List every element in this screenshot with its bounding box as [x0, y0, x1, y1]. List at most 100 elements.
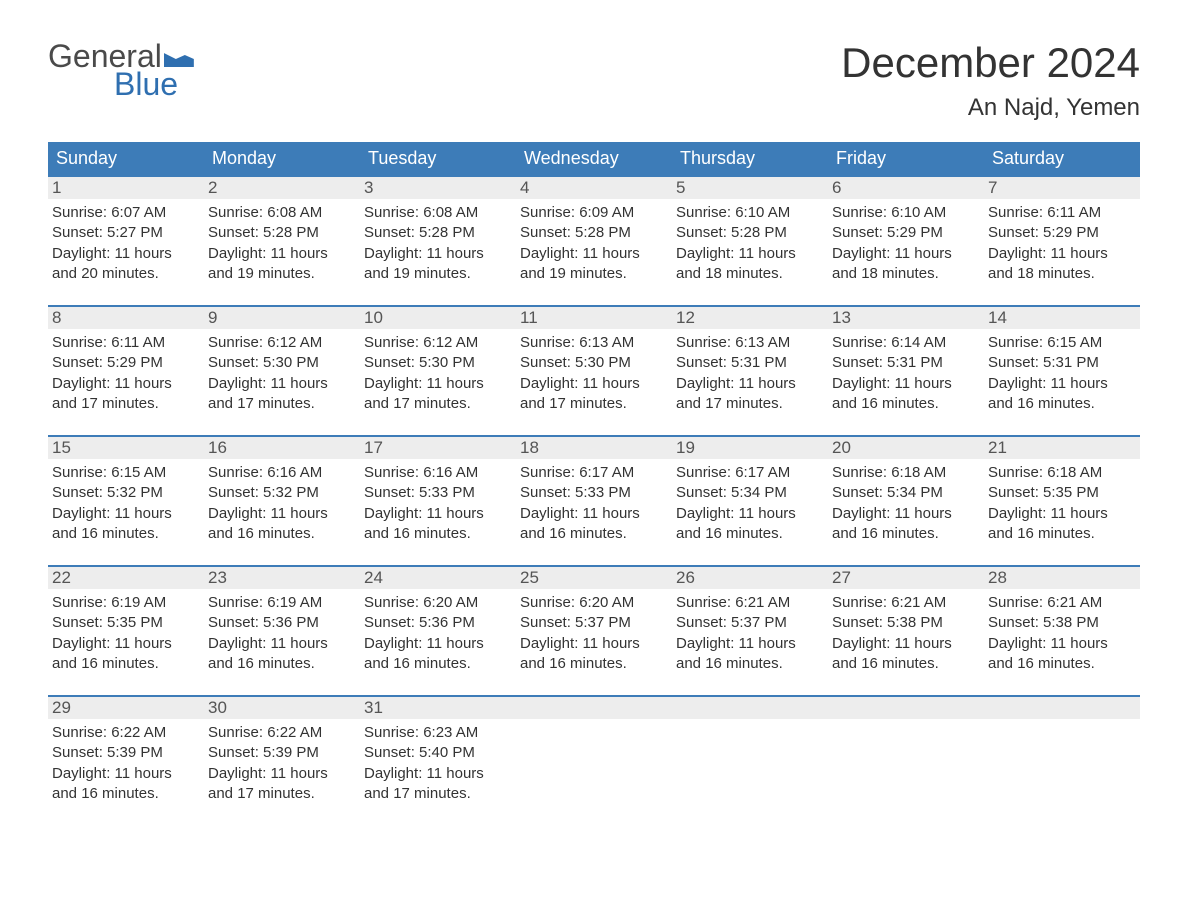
- day-details: Sunrise: 6:22 AMSunset: 5:39 PMDaylight:…: [204, 719, 360, 814]
- day-details: Sunrise: 6:10 AMSunset: 5:29 PMDaylight:…: [828, 199, 984, 294]
- day-details: Sunrise: 6:09 AMSunset: 5:28 PMDaylight:…: [516, 199, 672, 294]
- calendar-day: 28Sunrise: 6:21 AMSunset: 5:38 PMDayligh…: [984, 567, 1140, 687]
- calendar-day: 5Sunrise: 6:10 AMSunset: 5:28 PMDaylight…: [672, 177, 828, 297]
- sunset-line: Sunset: 5:32 PM: [52, 483, 200, 503]
- day-details: Sunrise: 6:13 AMSunset: 5:31 PMDaylight:…: [672, 329, 828, 424]
- daylight-line: Daylight: 11 hours and 18 minutes.: [676, 244, 824, 285]
- calendar-day: .: [828, 697, 984, 817]
- daylight-line: Daylight: 11 hours and 16 minutes.: [364, 504, 512, 545]
- sunset-line: Sunset: 5:30 PM: [520, 353, 668, 373]
- sunrise-line: Sunrise: 6:16 AM: [208, 463, 356, 483]
- day-of-week-header: SundayMondayTuesdayWednesdayThursdayFrid…: [48, 142, 1140, 175]
- calendar-day: 3Sunrise: 6:08 AMSunset: 5:28 PMDaylight…: [360, 177, 516, 297]
- sunset-line: Sunset: 5:28 PM: [208, 223, 356, 243]
- dow-cell: Saturday: [984, 142, 1140, 175]
- dow-cell: Thursday: [672, 142, 828, 175]
- day-details: Sunrise: 6:12 AMSunset: 5:30 PMDaylight:…: [204, 329, 360, 424]
- calendar-week: 29Sunrise: 6:22 AMSunset: 5:39 PMDayligh…: [48, 695, 1140, 817]
- day-number: 10: [360, 307, 516, 329]
- day-details: Sunrise: 6:19 AMSunset: 5:36 PMDaylight:…: [204, 589, 360, 684]
- calendar-day: 25Sunrise: 6:20 AMSunset: 5:37 PMDayligh…: [516, 567, 672, 687]
- day-details: Sunrise: 6:21 AMSunset: 5:38 PMDaylight:…: [828, 589, 984, 684]
- sunrise-line: Sunrise: 6:18 AM: [988, 463, 1136, 483]
- dow-cell: Monday: [204, 142, 360, 175]
- day-number: 1: [48, 177, 204, 199]
- sunset-line: Sunset: 5:37 PM: [676, 613, 824, 633]
- day-details: Sunrise: 6:12 AMSunset: 5:30 PMDaylight:…: [360, 329, 516, 424]
- calendar-day: 16Sunrise: 6:16 AMSunset: 5:32 PMDayligh…: [204, 437, 360, 557]
- sunset-line: Sunset: 5:29 PM: [832, 223, 980, 243]
- sunset-line: Sunset: 5:30 PM: [208, 353, 356, 373]
- calendar-day: .: [672, 697, 828, 817]
- calendar-day: .: [516, 697, 672, 817]
- calendar-day: 13Sunrise: 6:14 AMSunset: 5:31 PMDayligh…: [828, 307, 984, 427]
- daylight-line: Daylight: 11 hours and 16 minutes.: [832, 374, 980, 415]
- calendar-day: 4Sunrise: 6:09 AMSunset: 5:28 PMDaylight…: [516, 177, 672, 297]
- sunset-line: Sunset: 5:35 PM: [52, 613, 200, 633]
- day-details: Sunrise: 6:23 AMSunset: 5:40 PMDaylight:…: [360, 719, 516, 814]
- day-number: 22: [48, 567, 204, 589]
- calendar-day: 21Sunrise: 6:18 AMSunset: 5:35 PMDayligh…: [984, 437, 1140, 557]
- day-details: Sunrise: 6:19 AMSunset: 5:35 PMDaylight:…: [48, 589, 204, 684]
- calendar-day: 22Sunrise: 6:19 AMSunset: 5:35 PMDayligh…: [48, 567, 204, 687]
- day-number: 21: [984, 437, 1140, 459]
- sunrise-line: Sunrise: 6:07 AM: [52, 203, 200, 223]
- day-details: Sunrise: 6:20 AMSunset: 5:37 PMDaylight:…: [516, 589, 672, 684]
- dow-cell: Sunday: [48, 142, 204, 175]
- sunset-line: Sunset: 5:31 PM: [988, 353, 1136, 373]
- sunrise-line: Sunrise: 6:13 AM: [520, 333, 668, 353]
- brand-logo: General Blue: [48, 40, 194, 100]
- calendar-day: 1Sunrise: 6:07 AMSunset: 5:27 PMDaylight…: [48, 177, 204, 297]
- sunset-line: Sunset: 5:32 PM: [208, 483, 356, 503]
- day-details: Sunrise: 6:11 AMSunset: 5:29 PMDaylight:…: [984, 199, 1140, 294]
- day-details: Sunrise: 6:16 AMSunset: 5:33 PMDaylight:…: [360, 459, 516, 554]
- daylight-line: Daylight: 11 hours and 16 minutes.: [988, 634, 1136, 675]
- daylight-line: Daylight: 11 hours and 16 minutes.: [988, 504, 1136, 545]
- day-number: 13: [828, 307, 984, 329]
- daylight-line: Daylight: 11 hours and 16 minutes.: [364, 634, 512, 675]
- day-number: 14: [984, 307, 1140, 329]
- sunset-line: Sunset: 5:34 PM: [832, 483, 980, 503]
- daylight-line: Daylight: 11 hours and 19 minutes.: [208, 244, 356, 285]
- calendar-week: 22Sunrise: 6:19 AMSunset: 5:35 PMDayligh…: [48, 565, 1140, 687]
- brand-line2: Blue: [114, 68, 194, 100]
- day-details: Sunrise: 6:07 AMSunset: 5:27 PMDaylight:…: [48, 199, 204, 294]
- calendar-week: 1Sunrise: 6:07 AMSunset: 5:27 PMDaylight…: [48, 175, 1140, 297]
- sunrise-line: Sunrise: 6:16 AM: [364, 463, 512, 483]
- sunrise-line: Sunrise: 6:20 AM: [520, 593, 668, 613]
- sunset-line: Sunset: 5:38 PM: [988, 613, 1136, 633]
- dow-cell: Wednesday: [516, 142, 672, 175]
- sunrise-line: Sunrise: 6:12 AM: [208, 333, 356, 353]
- day-details: Sunrise: 6:13 AMSunset: 5:30 PMDaylight:…: [516, 329, 672, 424]
- day-details: Sunrise: 6:18 AMSunset: 5:35 PMDaylight:…: [984, 459, 1140, 554]
- location-subtitle: An Najd, Yemen: [841, 94, 1140, 122]
- calendar-day: .: [984, 697, 1140, 817]
- daylight-line: Daylight: 11 hours and 16 minutes.: [52, 504, 200, 545]
- sunset-line: Sunset: 5:36 PM: [364, 613, 512, 633]
- calendar-day: 12Sunrise: 6:13 AMSunset: 5:31 PMDayligh…: [672, 307, 828, 427]
- day-details: Sunrise: 6:21 AMSunset: 5:37 PMDaylight:…: [672, 589, 828, 684]
- daylight-line: Daylight: 11 hours and 17 minutes.: [208, 764, 356, 805]
- sunrise-line: Sunrise: 6:19 AM: [208, 593, 356, 613]
- day-number: 15: [48, 437, 204, 459]
- calendar-day: 6Sunrise: 6:10 AMSunset: 5:29 PMDaylight…: [828, 177, 984, 297]
- sunrise-line: Sunrise: 6:08 AM: [208, 203, 356, 223]
- day-number: 29: [48, 697, 204, 719]
- day-number: 27: [828, 567, 984, 589]
- sunrise-line: Sunrise: 6:15 AM: [52, 463, 200, 483]
- sunset-line: Sunset: 5:39 PM: [52, 743, 200, 763]
- day-details: Sunrise: 6:10 AMSunset: 5:28 PMDaylight:…: [672, 199, 828, 294]
- calendar-day: 24Sunrise: 6:20 AMSunset: 5:36 PMDayligh…: [360, 567, 516, 687]
- daylight-line: Daylight: 11 hours and 16 minutes.: [832, 634, 980, 675]
- calendar-day: 20Sunrise: 6:18 AMSunset: 5:34 PMDayligh…: [828, 437, 984, 557]
- sunset-line: Sunset: 5:28 PM: [364, 223, 512, 243]
- daylight-line: Daylight: 11 hours and 18 minutes.: [832, 244, 980, 285]
- sunset-line: Sunset: 5:30 PM: [364, 353, 512, 373]
- calendar-day: 18Sunrise: 6:17 AMSunset: 5:33 PMDayligh…: [516, 437, 672, 557]
- daylight-line: Daylight: 11 hours and 16 minutes.: [52, 764, 200, 805]
- sunrise-line: Sunrise: 6:12 AM: [364, 333, 512, 353]
- calendar-week: 15Sunrise: 6:15 AMSunset: 5:32 PMDayligh…: [48, 435, 1140, 557]
- day-number: 16: [204, 437, 360, 459]
- day-details: Sunrise: 6:17 AMSunset: 5:33 PMDaylight:…: [516, 459, 672, 554]
- day-details: Sunrise: 6:22 AMSunset: 5:39 PMDaylight:…: [48, 719, 204, 814]
